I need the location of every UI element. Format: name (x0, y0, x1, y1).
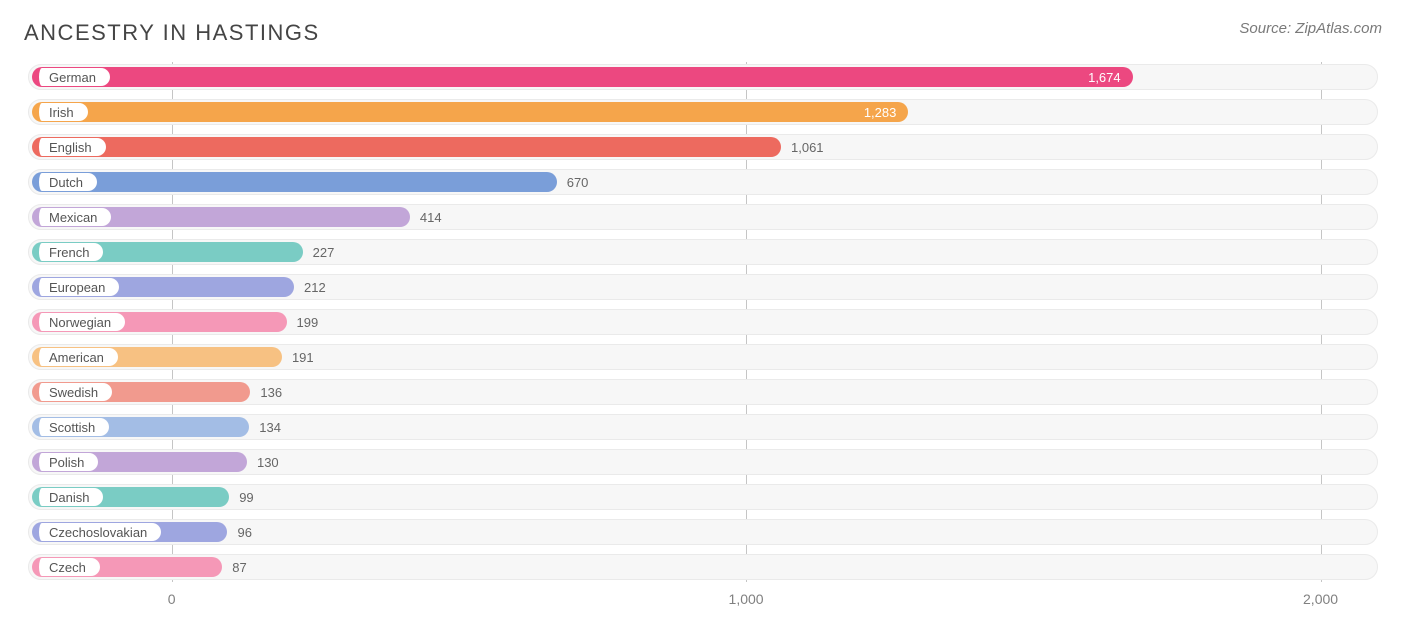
x-axis: 0 1,000 2,000 (28, 589, 1378, 613)
bar-value-label: 199 (297, 310, 319, 334)
bar-value-label: 99 (239, 485, 253, 509)
bar-value-label: 212 (304, 275, 326, 299)
chart-title: ANCESTRY IN HASTINGS (24, 20, 320, 46)
bar-value-label: 414 (420, 205, 442, 229)
bar-track: German 1,674 (28, 64, 1378, 90)
chart-area: German 1,674 Irish 1,283 English 1,061 Dutch 67… (24, 64, 1382, 613)
bar-fill (32, 137, 781, 157)
bar-category-label: Mexican (33, 208, 111, 226)
bar-category-label: Czech (33, 558, 100, 576)
bar-track: Polish 130 (28, 449, 1378, 475)
bar-value-label: 227 (313, 240, 335, 264)
bar-category-label: Swedish (33, 383, 112, 401)
bar-track: Czechoslovakian 96 (28, 519, 1378, 545)
bar-category-label: Dutch (33, 173, 97, 191)
bar-value-label: 670 (567, 170, 589, 194)
source-prefix: Source: (1239, 20, 1295, 37)
bar-track: French 227 (28, 239, 1378, 265)
bar-category-label: English (33, 138, 106, 156)
bar-track: Danish 99 (28, 484, 1378, 510)
bar-track: English 1,061 (28, 134, 1378, 160)
bar-value-label: 96 (237, 520, 251, 544)
bar-track: American 191 (28, 344, 1378, 370)
bar-value-label: 1,283 (864, 100, 897, 124)
bar-value-label: 1,674 (1088, 65, 1121, 89)
bar-track: Irish 1,283 (28, 99, 1378, 125)
bar-fill (32, 102, 908, 122)
bar-category-label: Norwegian (33, 313, 125, 331)
bar-value-label: 136 (260, 380, 282, 404)
bar-category-label: European (33, 278, 119, 296)
bar-value-label: 1,061 (791, 135, 824, 159)
bar-value-label: 134 (259, 415, 281, 439)
bar-track: European 212 (28, 274, 1378, 300)
x-tick-label: 2,000 (1303, 591, 1338, 607)
bar-value-label: 191 (292, 345, 314, 369)
bar-track: Czech 87 (28, 554, 1378, 580)
bar-fill (32, 67, 1133, 87)
bar-fill (32, 172, 557, 192)
bar-track: Mexican 414 (28, 204, 1378, 230)
bar-category-label: Irish (33, 103, 88, 121)
bar-track: Dutch 670 (28, 169, 1378, 195)
bar-category-label: Scottish (33, 418, 109, 436)
chart-header: ANCESTRY IN HASTINGS Source: ZipAtlas.co… (24, 20, 1382, 46)
chart-source: Source: ZipAtlas.com (1239, 20, 1382, 37)
bar-track: Norwegian 199 (28, 309, 1378, 335)
source-name: ZipAtlas.com (1295, 20, 1382, 37)
x-tick-label: 0 (168, 591, 176, 607)
bar-category-label: French (33, 243, 103, 261)
bar-category-label: German (33, 68, 110, 86)
bar-category-label: Polish (33, 453, 98, 471)
bar-rows-container: German 1,674 Irish 1,283 English 1,061 Dutch 67… (28, 64, 1378, 580)
bar-category-label: Danish (33, 488, 103, 506)
bar-value-label: 130 (257, 450, 279, 474)
bar-track: Swedish 136 (28, 379, 1378, 405)
bar-category-label: American (33, 348, 118, 366)
bar-track: Scottish 134 (28, 414, 1378, 440)
x-tick-label: 1,000 (729, 591, 764, 607)
bar-value-label: 87 (232, 555, 246, 579)
bar-category-label: Czechoslovakian (33, 523, 161, 541)
